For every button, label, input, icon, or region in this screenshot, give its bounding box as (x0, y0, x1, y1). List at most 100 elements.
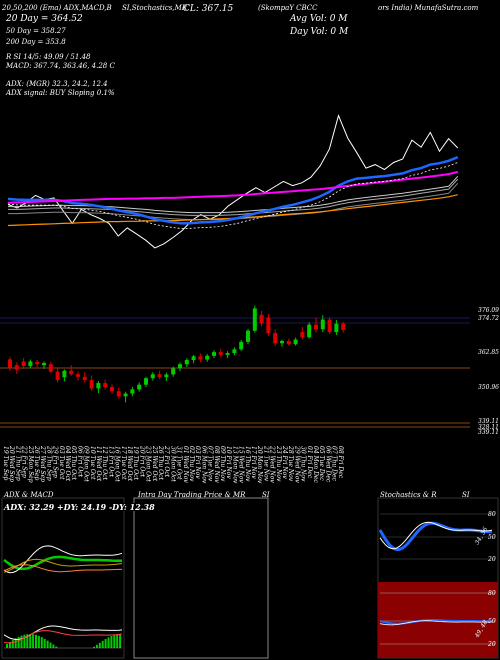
candle-body (62, 370, 67, 378)
candle-body (212, 352, 216, 356)
candle-body (232, 349, 237, 354)
candle-body (334, 323, 339, 333)
candle-body (76, 374, 80, 377)
date-tick-label: 27 Fri Oct (163, 445, 170, 478)
candle-body (198, 356, 203, 360)
candle-body (69, 370, 74, 375)
stoch-d-line (379, 521, 493, 550)
date-tick-label: 27 Wed Sep (39, 445, 46, 482)
date-tick-label: 17 Tue Oct (120, 446, 127, 480)
adx-readout: ADX: 32.29 +DY: 24.19 -DY: 12.38 (4, 502, 155, 512)
date-tick-label: 31 Tue Oct (176, 446, 183, 480)
macd-histogram-bar (29, 634, 32, 648)
macd-label: MACD: 367.74, 363.46, 4.28 C (6, 62, 115, 70)
price-level-label: 362.85 (478, 349, 499, 356)
date-tick-label: 01 Fri Dec (306, 446, 313, 479)
macd-histogram-bar (119, 634, 122, 648)
candle-body (327, 319, 332, 333)
header-item: ors India) MunafaSutra.com (378, 4, 479, 12)
macd-histogram-bar (20, 635, 23, 648)
date-tick-label: 17 Fri Nov (250, 446, 257, 479)
date-tick-label: 29 Fri Sep (52, 445, 59, 478)
price-level-label: 376.09 (478, 307, 499, 314)
close-price-line (7, 114, 459, 249)
intraday-title: Intra Day Trading Price & MR (138, 491, 246, 499)
band-upper-line (7, 170, 459, 204)
candle-body (48, 364, 53, 372)
candle-body (239, 341, 244, 350)
date-tick-label: 03 Fri Nov (194, 446, 201, 479)
candle-body (307, 324, 312, 338)
macd-histogram-bar (116, 634, 119, 648)
signal-line (3, 564, 122, 573)
date-tick-label: 03 Tue Oct (58, 446, 65, 480)
date-tick-label: 20 Fri Oct (138, 445, 145, 478)
candle-body (252, 308, 257, 331)
date-tick-label: 13 Fri Oct (107, 446, 114, 478)
macd-histogram-bar (110, 636, 113, 648)
date-tick-label: 25 Mon Sep (27, 445, 34, 483)
adx-macd-title: ADX & MACD (4, 491, 54, 499)
adx-panel-frame (1, 497, 125, 659)
candle-body (246, 330, 250, 342)
rsi-label: R SI 14/5: 49.09 / 51.48 (6, 53, 91, 61)
ema50-line (8, 178, 459, 216)
adx-line (3, 555, 123, 571)
macd-histogram-bar (23, 634, 26, 648)
date-tick-label: 10 Fri Nov (225, 446, 232, 479)
macd-histogram-bar (104, 639, 107, 648)
candle-body (130, 389, 135, 394)
macd-histogram-bar (101, 640, 104, 648)
candle-body (96, 383, 101, 389)
date-tick-label: 08 Wed Nov (213, 446, 220, 483)
minus-di-line (3, 558, 123, 573)
ema50-label: 50 Day = 358.27 (6, 27, 66, 35)
date-tick-label: 21 Tue Nov (262, 445, 269, 482)
candle-body (218, 352, 223, 355)
candle-body (273, 333, 278, 344)
macd-histogram-bar (107, 637, 110, 648)
candle-body (191, 356, 196, 361)
candle-body (157, 374, 162, 378)
date-tick-label: 06 Wed Dec (324, 446, 331, 483)
date-tick-label: 20 Wed Sep (8, 445, 15, 482)
date-tick-label: 20 Mon Nov (256, 445, 263, 484)
candle-body (314, 324, 318, 330)
macd-histogram-bar (8, 642, 11, 648)
macd-histogram-bar (35, 634, 37, 648)
macd-histogram-bar (98, 642, 101, 648)
date-tick-label: 05 Thu Oct (70, 446, 77, 480)
header-item: (SkompaY CBCC (258, 4, 318, 12)
date-tick-label: 07 Tue Nov (207, 446, 214, 482)
stoch-level-label: 80 (488, 511, 496, 518)
date-tick-label: 30 Thu Nov (300, 446, 307, 482)
candle-body (320, 319, 325, 330)
candle-body (144, 378, 148, 385)
stoch-level-label: 20 (487, 556, 496, 563)
candle-body (205, 355, 210, 360)
date-tick-label: 07 Thu Dec (331, 446, 338, 482)
macd-histogram-bar (6, 644, 8, 648)
date-tick-label: 09 Mon Oct (83, 446, 90, 482)
date-tick-label: 19 Thu Oct (132, 446, 139, 480)
macd-histogram-bar (46, 640, 49, 648)
candle-body (266, 317, 271, 334)
macd-signal-line (3, 630, 123, 644)
date-tick-label: 12 Thu Oct (101, 446, 108, 480)
candle-body (110, 387, 114, 392)
adx-signal-label: ADX signal: BUY Sloping 0.1% (6, 89, 115, 97)
candle-body (341, 323, 346, 330)
date-tick-label: 19 Tue Sep (2, 446, 9, 481)
macd-histogram-bar (17, 636, 20, 648)
candle-body (225, 353, 230, 355)
stoch-title: Stochastics & R (380, 491, 437, 499)
date-tick-label: 26 Thu Oct (157, 445, 164, 480)
date-tick-label: 11 Wed Oct (95, 446, 102, 482)
candle-body (8, 359, 12, 368)
date-tick-label: 22 Fri Sep (21, 445, 28, 478)
date-tick-label: 18 Wed Oct (126, 446, 133, 482)
price-level-label: 374.72 (478, 315, 499, 322)
macd-histogram-bar (43, 638, 46, 648)
ema-layer (7, 114, 459, 249)
